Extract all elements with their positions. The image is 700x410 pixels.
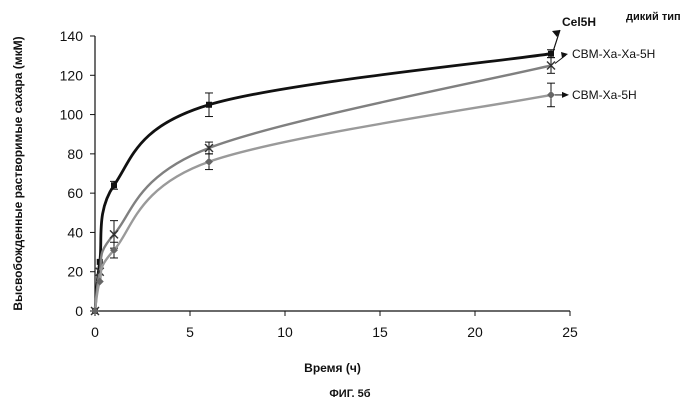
x-tick-label: 0 [91,324,99,340]
y-tick-label: 140 [60,28,84,44]
series-label-cbm-xa-5h: CBM-Xa-5H [572,88,637,102]
y-tick-label: 100 [60,107,84,123]
data-point [546,60,556,70]
data-point [109,229,119,239]
data-point [547,90,555,99]
x-tick-label: 15 [372,324,388,340]
marker-stroke [204,143,214,153]
marker-stroke [546,60,556,70]
data-point [110,246,118,255]
y-axis-label: Высвобожденные растворимые сахара (мкМ) [11,36,25,310]
y-tick-label: 40 [67,224,83,240]
series-label-cbm-xa-xa-5h: CBM-Xa-Xa-5H [572,47,655,61]
chart-canvas: 0 20 40 60 80 100 120 140 0 5 10 15 20 25 Cel5H дикий … [11,11,681,375]
x-tick-label: 25 [562,324,578,340]
data-point [204,143,214,153]
series-1 [92,49,555,314]
data-point [206,101,212,108]
series-line [93,52,552,312]
axes [94,36,570,312]
x-axis-label: Время (ч) [304,361,361,375]
series-label-cel5h: Cel5H [562,15,596,29]
series-3 [91,82,555,315]
x-tick-label: 5 [186,324,194,340]
series-labels: Cel5H дикий тип CBM-Xa-Xa-5H CBM-Xa-5H [552,11,681,102]
series-group [90,49,556,316]
label-pointer-cel5h [552,29,561,52]
data-point [205,157,213,166]
label-pointer-head-cbm-xa [562,91,569,98]
data-point [95,277,104,286]
series-line [93,93,552,312]
series-annotation: дикий тип [626,11,681,23]
axis-ticks: 0 20 40 60 80 100 120 140 0 5 10 15 20 25 [60,28,578,340]
label-pointer-head-cbm-xa-xa [561,52,568,58]
y-tick-label: 60 [67,185,83,201]
label-pointer-head-cel5h [552,30,560,37]
data-point [91,307,99,315]
figure-caption: ФИГ. 5б [329,388,371,400]
y-tick-label: 20 [67,264,83,280]
y-tick-label: 0 [75,303,83,319]
x-tick-label: 20 [467,324,483,340]
marker-stroke [109,229,119,239]
data-point [548,50,554,57]
series-line [93,64,552,312]
data-point [111,182,117,189]
y-tick-label: 120 [60,67,84,83]
x-tick-label: 10 [277,324,293,340]
y-tick-label: 80 [67,146,83,162]
